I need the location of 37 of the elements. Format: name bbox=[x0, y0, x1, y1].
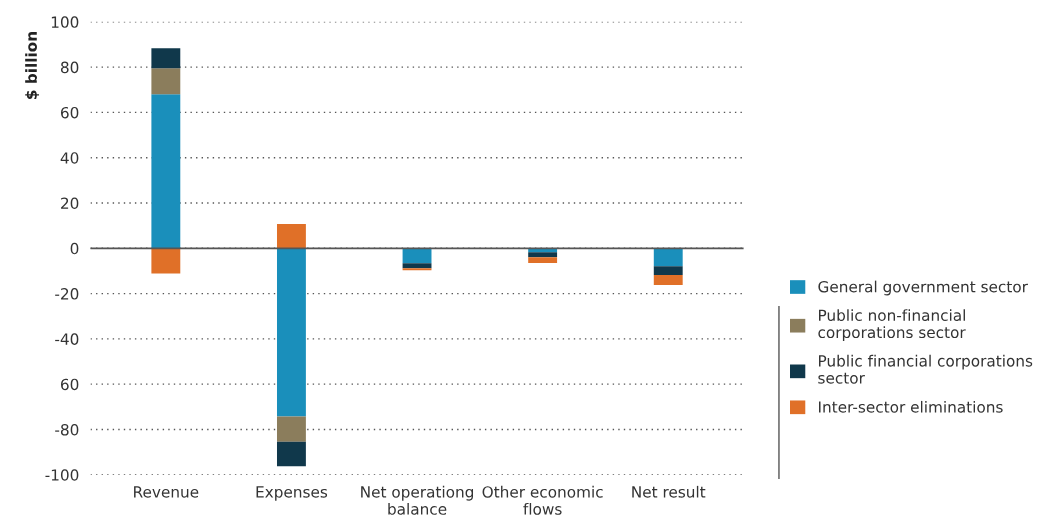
bar bbox=[402, 263, 432, 269]
legend-label: Public financial corporations sector bbox=[818, 354, 1033, 384]
y-tick-label: -20 bbox=[55, 288, 79, 300]
bar bbox=[402, 268, 432, 271]
x-tick-label: Revenue bbox=[134, 486, 199, 498]
bar bbox=[277, 248, 306, 417]
legend-label: Public non-financial corporations sector bbox=[818, 309, 966, 342]
y-tick-label: 60 bbox=[60, 106, 79, 119]
bar bbox=[151, 94, 181, 249]
bar bbox=[528, 257, 558, 264]
x-tick-label: Other economic flows bbox=[482, 485, 603, 515]
y-tick-label: -80 bbox=[55, 423, 79, 436]
bar bbox=[151, 248, 181, 274]
legend-label: Inter-sector eliminations bbox=[819, 400, 1003, 413]
x-tick-label: Net operationg balance bbox=[361, 485, 474, 515]
x-tick-label: Net result bbox=[632, 485, 706, 498]
y-tick-label: 0 bbox=[70, 242, 79, 255]
y-tick-label: 60 bbox=[60, 378, 79, 391]
bar bbox=[151, 68, 181, 95]
x-tick-label: Expenses bbox=[256, 486, 328, 501]
bar bbox=[653, 275, 683, 285]
y-tick-label: 100 bbox=[51, 16, 79, 28]
bar bbox=[151, 48, 181, 69]
y-tick-label: -40 bbox=[55, 333, 79, 345]
bar bbox=[528, 252, 558, 258]
bar bbox=[653, 266, 683, 276]
y-tick-label: 80 bbox=[60, 61, 79, 74]
bar bbox=[277, 224, 306, 249]
y-tick-label: 20 bbox=[61, 197, 79, 210]
y-tick-label: 40 bbox=[60, 152, 79, 164]
bar bbox=[402, 248, 432, 264]
bar bbox=[653, 248, 683, 267]
y-tick-label: -100 bbox=[45, 469, 79, 481]
y-axis-title: $ billion bbox=[25, 32, 40, 99]
bar bbox=[277, 441, 306, 467]
legend-label: General government sector bbox=[818, 280, 1028, 296]
bar bbox=[277, 416, 306, 442]
